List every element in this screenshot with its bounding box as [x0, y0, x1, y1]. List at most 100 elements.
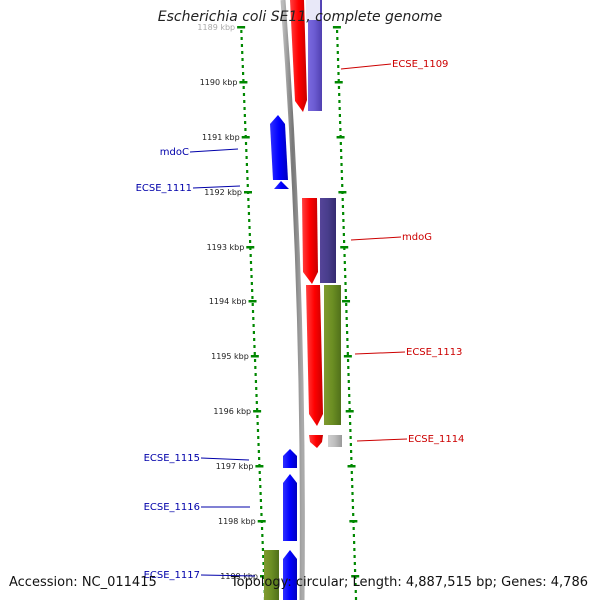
- gene-ecse-1115-cds[interactable]: [283, 449, 297, 468]
- ruler-dot: [246, 177, 249, 180]
- ruler-dot: [242, 72, 245, 75]
- ruler-dot: [346, 338, 349, 341]
- ruler-dot: [347, 366, 350, 369]
- genome-backbone-line: [280, 0, 305, 601]
- gene-ecse-1114-category-bar: [328, 435, 342, 447]
- ruler-major-tick: [248, 300, 257, 303]
- gene-label[interactable]: ECSE_1116: [144, 502, 200, 513]
- ruler-dot: [344, 296, 348, 299]
- ruler-dot: [250, 275, 253, 278]
- gene-mdog-category-bar: [320, 198, 336, 283]
- ruler-dot: [344, 289, 347, 292]
- ruler-major-tick: [239, 81, 248, 84]
- genome-summary: Topology: circular; Length: 4,887,515 bp…: [230, 575, 588, 590]
- ruler-dot: [253, 345, 256, 348]
- ruler-dot: [350, 450, 353, 453]
- ruler-dot: [247, 212, 251, 215]
- ruler-dot: [350, 471, 353, 474]
- ruler-dot: [254, 373, 257, 376]
- ruler-dot: [346, 331, 349, 334]
- ruler-dot: [243, 107, 246, 110]
- ruler-major-tick: [342, 300, 351, 303]
- ruler-dot: [242, 86, 245, 89]
- ruler-major-tick: [250, 355, 259, 358]
- ruler-dot: [354, 597, 358, 600]
- ruler-dot: [347, 373, 350, 376]
- ruler-major-tick: [246, 246, 255, 249]
- ruler-dot: [259, 499, 262, 502]
- ruler-dot: [262, 562, 265, 565]
- ruler-dot: [255, 394, 258, 397]
- gene-ecse-1109-cds[interactable]: [290, 0, 307, 112]
- gene-label[interactable]: ECSE_1114: [408, 434, 464, 445]
- ruler-dot: [253, 338, 256, 341]
- ruler-dot: [336, 30, 339, 33]
- ruler-dot: [339, 142, 342, 145]
- ruler-major-tick: [253, 410, 262, 413]
- ruler-dot: [336, 37, 339, 40]
- ruler-tick-label: 1189 kbp: [197, 23, 235, 32]
- ruler-dot: [345, 310, 348, 313]
- ruler-dot: [353, 548, 356, 551]
- gene-label-leader-line: [340, 63, 392, 70]
- gene-label[interactable]: ECSE_1109: [392, 59, 448, 70]
- ruler-major-tick: [336, 136, 345, 139]
- ruler-dot: [241, 51, 244, 54]
- ruler-dot: [258, 478, 262, 481]
- ruler-dot: [258, 471, 261, 474]
- ruler-dot: [341, 184, 344, 187]
- ruler-dot: [257, 443, 260, 446]
- ruler-dot: [260, 527, 264, 530]
- ruler-dot: [339, 149, 343, 152]
- ruler-dot: [338, 107, 341, 110]
- ruler-dot: [249, 261, 253, 264]
- ruler-dot: [248, 219, 251, 222]
- gene-mdoc-cds[interactable]: [270, 115, 288, 180]
- ruler-dot: [346, 352, 349, 355]
- ruler-ticks: 1189 kbp 1190 kbp 1191 kbp 1192 kbp 1193 kbp…: [197, 23, 360, 600]
- ruler-dot: [242, 79, 245, 82]
- ruler-dot: [245, 156, 248, 159]
- ruler-dot: [336, 58, 340, 61]
- gene-mdog-cds[interactable]: [302, 198, 318, 284]
- ruler-dot: [251, 310, 255, 313]
- gene-ecse-1111-cds[interactable]: [274, 181, 289, 189]
- ruler-major-tick: [237, 26, 246, 29]
- ruler-dot: [256, 415, 259, 418]
- ruler-dot: [344, 282, 347, 285]
- ruler-dot: [345, 303, 348, 306]
- ruler-dot: [259, 485, 262, 488]
- ruler-dot: [255, 401, 258, 404]
- gene-label-leader-line: [200, 574, 256, 577]
- ruler-dot: [338, 100, 341, 103]
- ruler-dot: [250, 268, 253, 271]
- ruler-dot: [353, 569, 357, 572]
- ruler-dot: [247, 205, 250, 208]
- gene-ecse-1117-cds[interactable]: [283, 550, 297, 600]
- ruler-major-tick: [257, 520, 266, 523]
- ruler-dot: [252, 324, 255, 327]
- gene-label[interactable]: ECSE_1115: [144, 453, 200, 464]
- gene-label-leader-line: [356, 438, 408, 442]
- ruler-dot: [240, 44, 244, 47]
- ruler-dot: [256, 429, 260, 432]
- gene-label[interactable]: mdoC: [160, 147, 189, 158]
- gene-label-leader-line: [354, 351, 406, 355]
- gene-ecse-1113-category-bar: [324, 285, 341, 425]
- gene-label[interactable]: ECSE_1111: [136, 183, 192, 194]
- ruler-dot: [343, 254, 346, 257]
- gene-ecse-1113-cds[interactable]: [306, 285, 323, 426]
- ruler-dot: [347, 380, 350, 383]
- gene-ecse-1114-cds[interactable]: [309, 435, 323, 448]
- ruler-major-tick: [241, 136, 250, 139]
- ruler-dot: [337, 86, 341, 89]
- gene-label[interactable]: mdoG: [402, 232, 432, 243]
- ruler-dot: [340, 156, 343, 159]
- ruler-dot: [255, 387, 258, 390]
- ruler-dot: [352, 513, 355, 516]
- ruler-dot: [250, 282, 253, 285]
- ruler-dot: [245, 163, 248, 166]
- gene-label[interactable]: ECSE_1113: [406, 347, 462, 358]
- gene-ecse-1116-cds[interactable]: [283, 474, 297, 541]
- gene-label[interactable]: ECSE_1117: [144, 570, 200, 581]
